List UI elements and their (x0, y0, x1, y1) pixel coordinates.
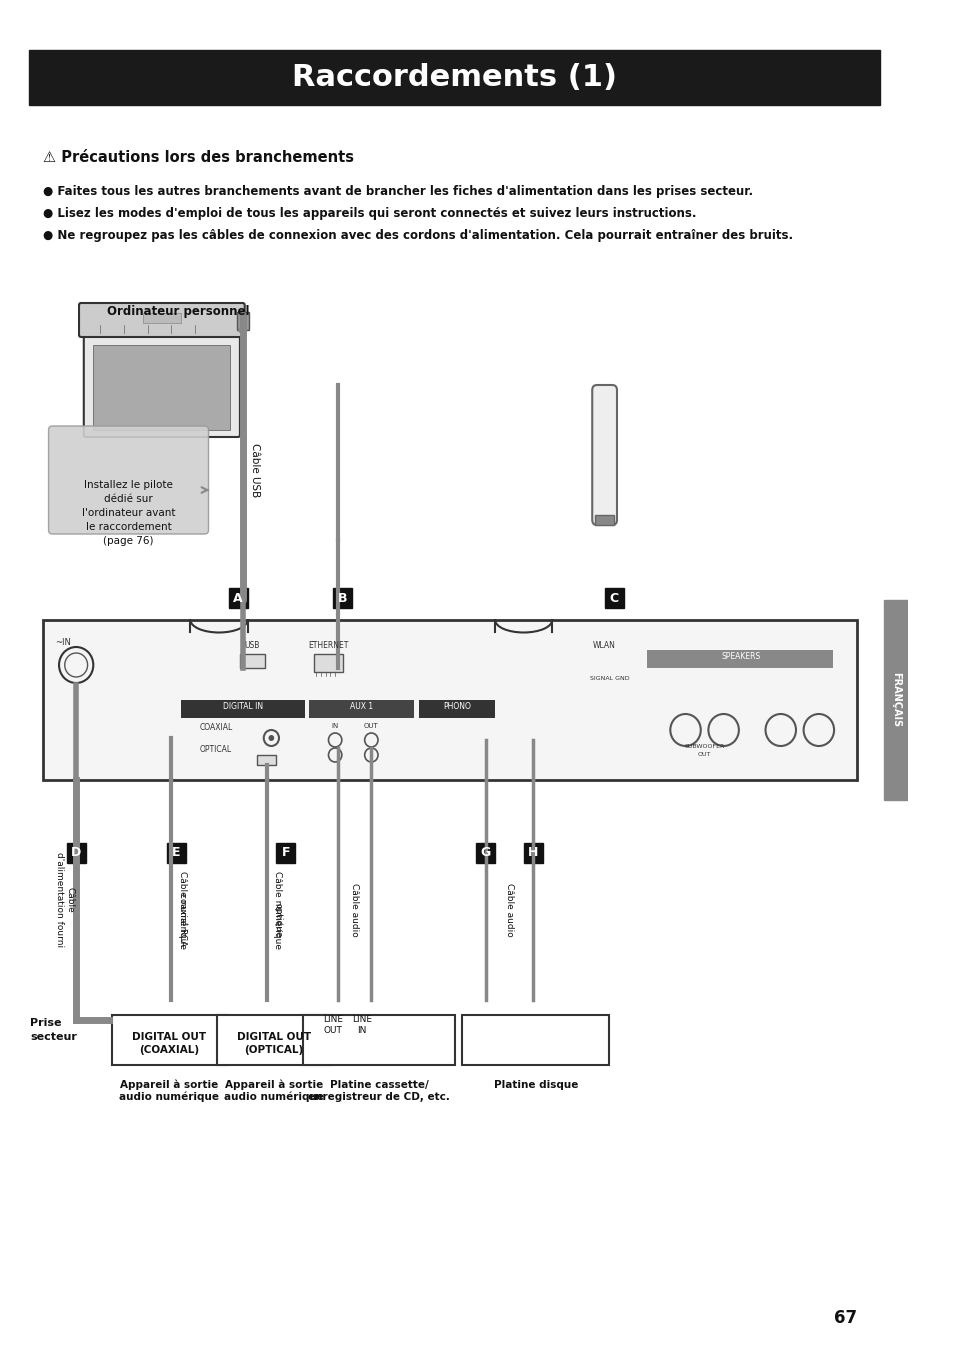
Text: DIGITAL OUT: DIGITAL OUT (132, 1033, 207, 1042)
Text: Câble
d'alimentation fourni: Câble d'alimentation fourni (55, 852, 74, 948)
Text: Appareil à sortie: Appareil à sortie (225, 1080, 323, 1091)
Text: WLAN: WLAN (593, 642, 616, 650)
Text: AUX 1: AUX 1 (350, 702, 373, 710)
Text: B: B (337, 592, 347, 604)
Bar (309, 700, 414, 718)
Text: C: C (609, 592, 618, 604)
Text: Installez le pilote
dédié sur
l'ordinateur avant
le raccordement
(page 76): Installez le pilote dédié sur l'ordinate… (82, 480, 175, 546)
Bar (302, 1015, 455, 1065)
Text: SPEAKERS: SPEAKERS (720, 652, 760, 661)
Bar (112, 1015, 227, 1065)
Text: Platine disque: Platine disque (494, 1080, 578, 1091)
Text: A: A (233, 592, 243, 604)
Text: Câble numérique: Câble numérique (273, 871, 282, 949)
Text: FRANÇAIS: FRANÇAIS (890, 673, 900, 728)
Bar (418, 700, 495, 718)
Bar (93, 345, 231, 430)
FancyBboxPatch shape (592, 386, 617, 524)
Text: audio numérique: audio numérique (119, 1092, 219, 1103)
Text: Câble audio: Câble audio (350, 883, 358, 937)
Text: D: D (71, 847, 81, 860)
Text: optique: optique (274, 903, 282, 937)
Text: DIGITAL IN: DIGITAL IN (222, 702, 263, 710)
FancyBboxPatch shape (79, 303, 245, 337)
Bar (461, 1015, 609, 1065)
Text: Câble audio: Câble audio (504, 883, 514, 937)
Text: SUBWOOFER: SUBWOOFER (683, 744, 724, 749)
Text: ● Lisez les modes d'emploi de tous les appareils qui seront connectés et suivez : ● Lisez les modes d'emploi de tous les a… (43, 208, 696, 220)
Bar (43, 620, 856, 780)
Text: ● Ne regroupez pas les câbles de connexion avec des cordons d'alimentation. Cela: ● Ne regroupez pas les câbles de connexi… (43, 229, 792, 243)
Text: OUT: OUT (364, 723, 378, 729)
Text: ~IN: ~IN (55, 638, 71, 647)
Bar (882, 600, 907, 799)
Bar (67, 842, 86, 863)
Bar (143, 313, 181, 324)
Text: ⚠ Précautions lors des branchements: ⚠ Précautions lors des branchements (43, 150, 354, 164)
Text: Platine cassette/: Platine cassette/ (329, 1080, 428, 1091)
FancyBboxPatch shape (49, 426, 209, 534)
Text: COAXIAL: COAXIAL (200, 723, 233, 732)
Bar (476, 842, 495, 863)
Bar (181, 700, 304, 718)
Text: audio numérique: audio numérique (224, 1092, 324, 1103)
Text: Câble USB: Câble USB (250, 443, 260, 497)
Text: USB: USB (244, 642, 260, 650)
Text: ● Faites tous les autres branchements avant de brancher les fiches d'alimentatio: ● Faites tous les autres branchements av… (43, 185, 752, 198)
Bar (647, 650, 832, 669)
Text: Câble numérique: Câble numérique (178, 871, 188, 949)
Text: ETHERNET: ETHERNET (308, 642, 348, 650)
Bar (333, 588, 352, 608)
Text: coaxial RCA: coaxial RCA (178, 894, 187, 946)
Text: OPTICAL: OPTICAL (200, 745, 232, 754)
Text: E: E (172, 847, 180, 860)
Bar (217, 1015, 331, 1065)
Text: H: H (527, 847, 537, 860)
Text: Appareil à sortie: Appareil à sortie (120, 1080, 218, 1091)
Text: LINE
OUT: LINE OUT (323, 1015, 343, 1035)
Bar (314, 654, 342, 673)
Bar (604, 588, 623, 608)
Text: (COAXIAL): (COAXIAL) (139, 1045, 199, 1055)
Text: PHONO: PHONO (442, 702, 471, 710)
Bar (167, 842, 186, 863)
Text: DIGITAL OUT: DIGITAL OUT (237, 1033, 311, 1042)
Bar (275, 842, 294, 863)
Text: Raccordements (1): Raccordements (1) (292, 62, 616, 92)
Bar (240, 654, 264, 669)
Text: Prise
secteur: Prise secteur (30, 1018, 77, 1042)
Bar (237, 311, 248, 330)
Text: OUT: OUT (698, 752, 711, 758)
Bar (29, 50, 879, 105)
Text: IN: IN (332, 723, 338, 729)
Bar (523, 842, 542, 863)
Text: (OPTICAL): (OPTICAL) (244, 1045, 303, 1055)
Text: enregistreur de CD, etc.: enregistreur de CD, etc. (308, 1092, 450, 1103)
Text: G: G (480, 847, 490, 860)
Bar (256, 755, 275, 766)
Circle shape (268, 735, 274, 741)
Bar (595, 515, 614, 524)
FancyBboxPatch shape (84, 333, 240, 437)
Text: SIGNAL GND: SIGNAL GND (590, 675, 629, 681)
Text: Ordinateur personnel: Ordinateur personnel (107, 305, 249, 318)
Text: F: F (281, 847, 290, 860)
Text: 67: 67 (833, 1309, 856, 1326)
Text: LINE
IN: LINE IN (352, 1015, 372, 1035)
Bar (229, 588, 247, 608)
